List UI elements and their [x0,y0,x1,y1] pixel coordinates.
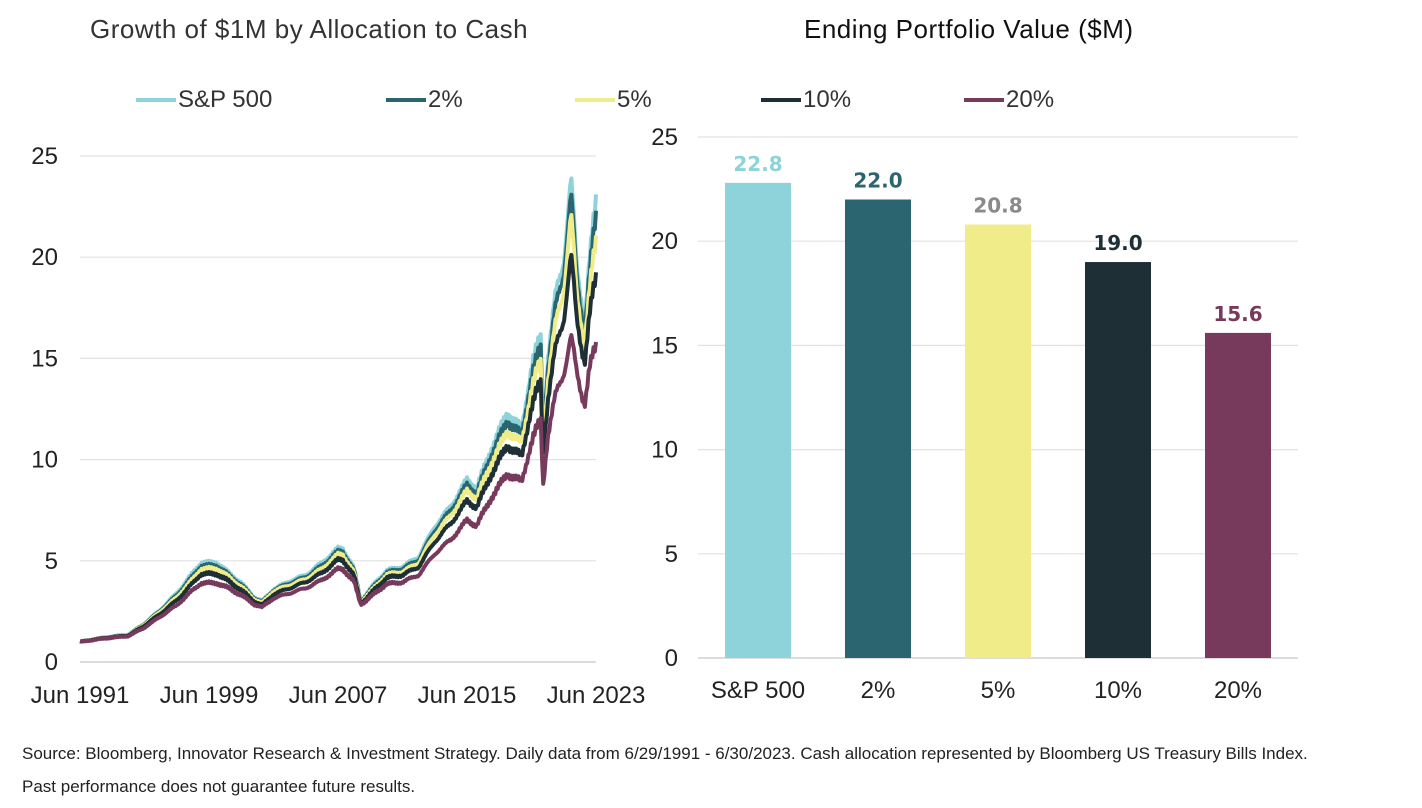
legend-swatch-2pct [386,98,426,102]
line-series-s-p-500 [79,176,598,644]
legend-item-10pct: 10% [761,86,851,114]
bar-ytick-label-10: 10 [651,437,678,464]
line-series-2 [79,192,598,644]
legend-swatch-10pct [761,98,801,102]
legend-swatch-20pct [964,98,1004,102]
bar-5 [965,224,1031,658]
line-chart: 0 5 10 15 20 25 Jun 1991 Jun 1999 Jun 2007 Jun 20… [31,143,646,709]
line-chart-title: Growth of $1M by Allocation to Cash [90,14,529,44]
line-xtick-label-jun-2023: Jun 2023 [547,682,646,709]
line-xtick-label-jun-2015: Jun 2015 [418,682,517,709]
bar-ytick-label-20: 20 [651,228,678,255]
line-ytick-label-10: 10 [31,447,58,474]
bar-10 [1085,262,1151,658]
bar-value-label-2: 22.0 [853,169,902,193]
bar-category-label-10: 10% [1094,677,1142,704]
bar-ytick-label-15: 15 [651,332,678,359]
bar-value-label-s-p-500: 22.8 [733,152,782,176]
bar-ytick-label-0: 0 [665,645,678,672]
legend-item-5pct: 5% [575,86,652,114]
legend-label-10pct: 10% [803,86,852,113]
legend-item-sp500: S&P 500 [136,86,272,114]
line-xtick-label-jun-2007: Jun 2007 [289,682,388,709]
legend-label-sp500: S&P 500 [178,86,273,113]
bar-chart: 0 5 10 15 20 25 22.8 S&P 500 22.0 2% 20.8 5% 19.0 10%… [651,124,1298,704]
bar-value-label-5: 20.8 [973,194,1022,218]
legend-label-2pct: 2% [428,86,463,113]
legend: S&P 500 2% 5% 10% 20% [0,86,1422,120]
bar-category-label-20: 20% [1214,677,1262,704]
legend-item-20pct: 20% [964,86,1054,114]
bar-ytick-label-5: 5 [665,541,678,568]
bar-value-label-20: 15.6 [1213,302,1262,326]
charts-canvas: 0 5 10 15 20 25 Jun 1991 Jun 1999 Jun 2007 Jun 20… [31,124,1298,709]
bar-ytick-label-25: 25 [651,124,678,151]
bar-category-label-2: 2% [861,677,896,704]
line-ytick-label-15: 15 [31,345,58,372]
bar-value-label-10: 19.0 [1093,231,1142,255]
legend-label-20pct: 20% [1006,86,1055,113]
line-ytick-label-25: 25 [31,143,58,170]
bar-20 [1205,332,1271,658]
line-ytick-label-0: 0 [45,649,58,676]
line-ytick-label-20: 20 [31,244,58,271]
line-xtick-label-jun-1999: Jun 1999 [160,682,259,709]
bar-2 [845,199,911,658]
bar-category-label-5: 5% [981,677,1016,704]
legend-label-5pct: 5% [617,86,652,113]
legend-item-2pct: 2% [386,86,463,114]
bar-category-label-s-p-500: S&P 500 [711,677,805,704]
line-xtick-label-jun-1991: Jun 1991 [31,682,130,709]
line-series-10 [79,252,598,644]
legend-swatch-sp500 [136,98,176,102]
bar-s-p-500 [725,182,791,658]
footnote-disclaimer: Past performance does not guarantee futu… [22,777,416,796]
line-series-20 [79,333,598,644]
legend-swatch-5pct [575,98,615,102]
footnote-source: Source: Bloomberg, Innovator Research & … [22,744,1308,763]
line-ytick-label-5: 5 [45,548,58,575]
bar-chart-title: Ending Portfolio Value ($M) [804,14,1134,44]
